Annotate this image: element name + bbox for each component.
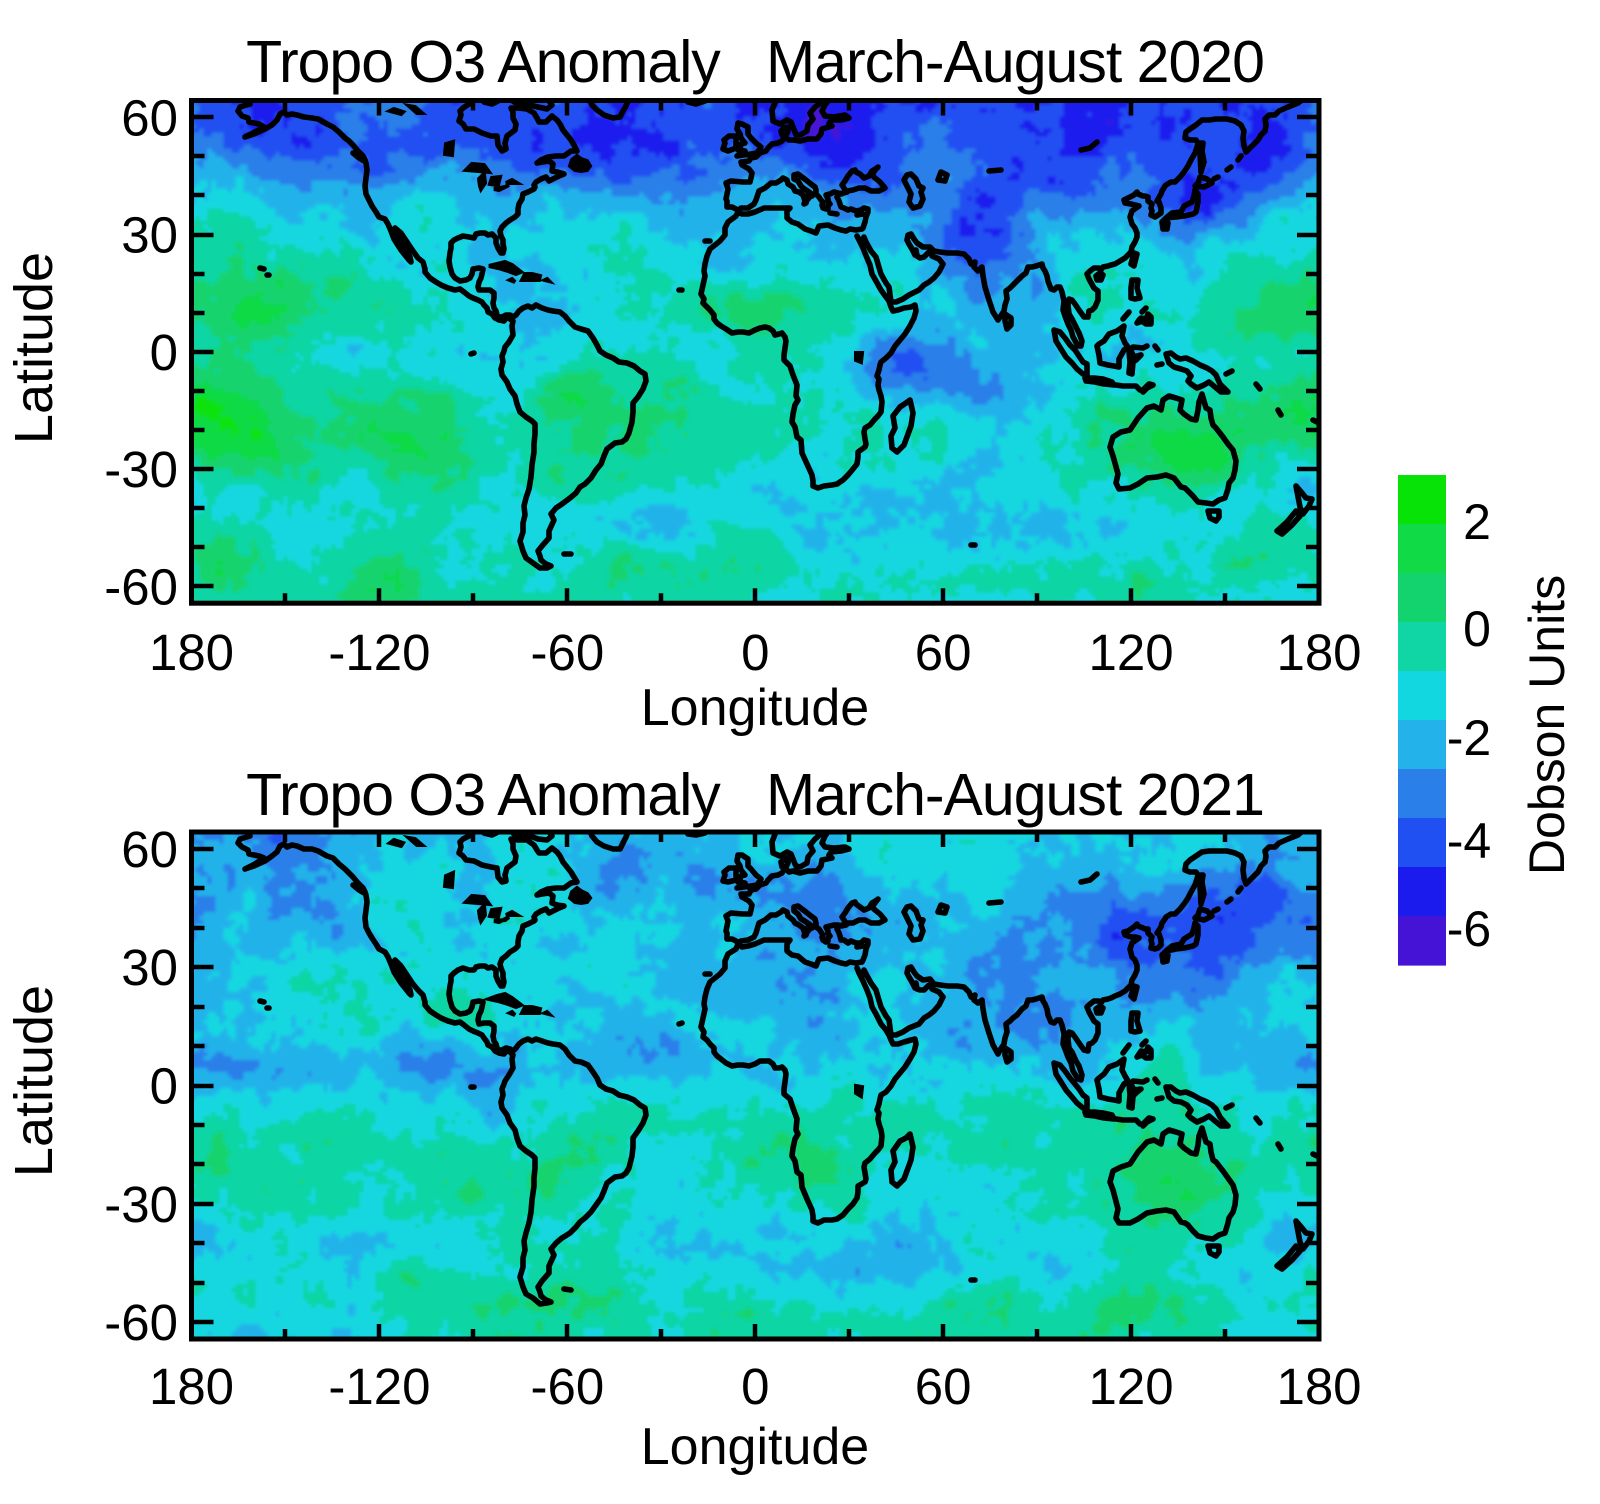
svg-text:-60: -60 (104, 1294, 178, 1351)
svg-text:60: 60 (915, 1358, 972, 1415)
svg-text:60: 60 (915, 624, 972, 681)
svg-text:Latitude: Latitude (4, 985, 64, 1177)
svg-text:0: 0 (1463, 601, 1491, 657)
svg-text:2: 2 (1463, 494, 1491, 550)
svg-text:Longitude: Longitude (641, 679, 869, 737)
svg-text:Longitude: Longitude (641, 1418, 869, 1476)
svg-text:-60: -60 (530, 624, 604, 681)
svg-text:120: 120 (1089, 1358, 1174, 1415)
svg-text:180: 180 (1276, 1358, 1361, 1415)
svg-text:-120: -120 (328, 1358, 430, 1415)
svg-text:0: 0 (150, 324, 178, 381)
svg-text:-2: -2 (1447, 710, 1491, 766)
svg-text:-120: -120 (328, 624, 430, 681)
svg-text:180: 180 (1276, 624, 1361, 681)
svg-text:60: 60 (121, 821, 178, 878)
svg-text:180: 180 (149, 1358, 234, 1415)
svg-text:0: 0 (741, 1358, 769, 1415)
svg-text:30: 30 (121, 939, 178, 996)
svg-text:Tropo O3 Anomaly March-Augus: Tropo O3 Anomaly March-August 2021 (246, 762, 1264, 828)
svg-text:-30: -30 (104, 441, 178, 498)
svg-text:0: 0 (150, 1058, 178, 1115)
svg-text:0: 0 (741, 624, 769, 681)
svg-text:-60: -60 (104, 558, 178, 615)
svg-text:120: 120 (1089, 624, 1174, 681)
svg-text:-4: -4 (1447, 813, 1491, 869)
svg-text:-60: -60 (530, 1358, 604, 1415)
svg-text:Latitude: Latitude (4, 252, 64, 444)
svg-text:-6: -6 (1447, 901, 1491, 957)
svg-text:Dobson Units: Dobson Units (1519, 575, 1575, 875)
svg-text:-30: -30 (104, 1176, 178, 1233)
svg-text:Tropo O3 Anomaly March-Augus: Tropo O3 Anomaly March-August 2020 (246, 29, 1264, 95)
svg-text:30: 30 (121, 207, 178, 264)
svg-text:60: 60 (121, 89, 178, 146)
svg-text:180: 180 (149, 624, 234, 681)
